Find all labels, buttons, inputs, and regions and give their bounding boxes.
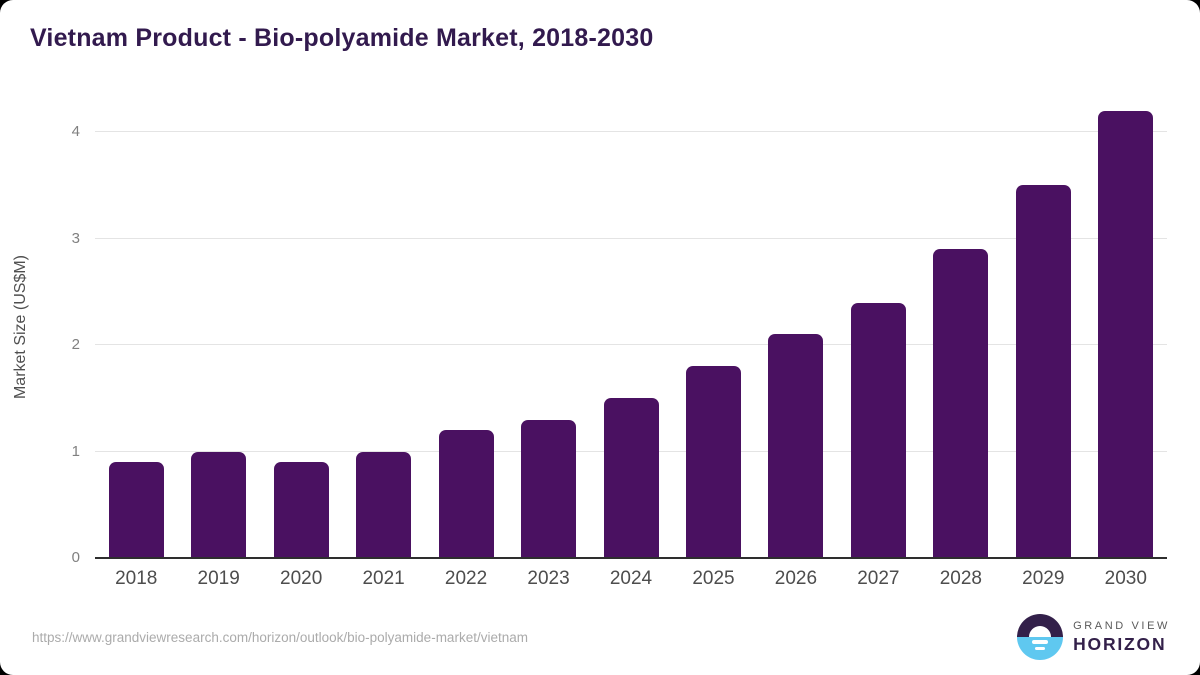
logo-text: GRAND VIEW HORIZON xyxy=(1073,620,1170,655)
sun-ray-line xyxy=(1035,646,1046,650)
y-tick-label-1: 1 xyxy=(71,442,80,460)
x-tick-label-2024: 2024 xyxy=(609,568,653,589)
y-tick-label-3: 3 xyxy=(71,229,80,247)
bar-2027[interactable] xyxy=(850,302,906,558)
x-tick-label-2028: 2028 xyxy=(939,568,982,589)
y-tick-label-4: 4 xyxy=(71,123,80,141)
y-tick-label-0: 0 xyxy=(71,549,80,566)
bar-2028[interactable] xyxy=(933,249,989,558)
x-axis-tick-labels: 2018 2019 2020 2021 2022 2023 2024 2025 2026 2027… xyxy=(95,568,1167,594)
x-tick-label-2022: 2022 xyxy=(444,568,488,589)
bar-2021[interactable] xyxy=(356,451,412,558)
grand-view-horizon-logo: GRAND VIEW HORIZON xyxy=(1017,613,1170,661)
y-tick-label-2: 2 xyxy=(71,336,80,354)
x-tick-label-2023: 2023 xyxy=(527,568,570,589)
bar-2030[interactable] xyxy=(1098,110,1154,558)
bar-2025[interactable] xyxy=(685,366,741,558)
x-tick-label-2027: 2027 xyxy=(857,568,900,589)
sun-shape xyxy=(1029,626,1052,637)
gridline-4 xyxy=(95,131,1167,133)
bar-2029[interactable] xyxy=(1015,185,1071,558)
bar-2018[interactable] xyxy=(108,462,164,558)
bar-2026[interactable] xyxy=(768,334,824,558)
source-url: https://www.grandviewresearch.com/horizo… xyxy=(32,630,528,645)
x-tick-label-2026: 2026 xyxy=(774,568,818,589)
x-tick-label-2020: 2020 xyxy=(280,568,323,589)
gridline-2 xyxy=(95,344,1167,346)
bar-2023[interactable] xyxy=(521,419,577,558)
plot-area xyxy=(95,95,1167,559)
sunrise-horizon-icon xyxy=(1017,614,1064,660)
x-tick-label-2030: 2030 xyxy=(1104,568,1147,589)
bar-2024[interactable] xyxy=(603,398,659,558)
bar-2022[interactable] xyxy=(438,430,494,558)
bar-2019[interactable] xyxy=(191,451,247,558)
x-tick-label-2021: 2021 xyxy=(362,568,405,589)
x-tick-label-2025: 2025 xyxy=(692,568,735,589)
x-tick-label-2018: 2018 xyxy=(115,568,158,589)
x-axis-line xyxy=(95,557,1167,559)
brand-name-bottom: HORIZON xyxy=(1073,633,1167,654)
y-axis-tick-labels: 0 1 2 3 4 xyxy=(18,95,80,566)
chart-title: Vietnam Product - Bio-polyamide Market, … xyxy=(30,24,654,52)
sun-ray-line xyxy=(1032,640,1049,644)
x-tick-label-2019: 2019 xyxy=(197,568,240,589)
brand-name-top: GRAND VIEW xyxy=(1073,619,1170,632)
bar-2020[interactable] xyxy=(273,462,329,558)
gridline-3 xyxy=(95,237,1167,239)
x-tick-label-2029: 2029 xyxy=(1022,568,1065,589)
